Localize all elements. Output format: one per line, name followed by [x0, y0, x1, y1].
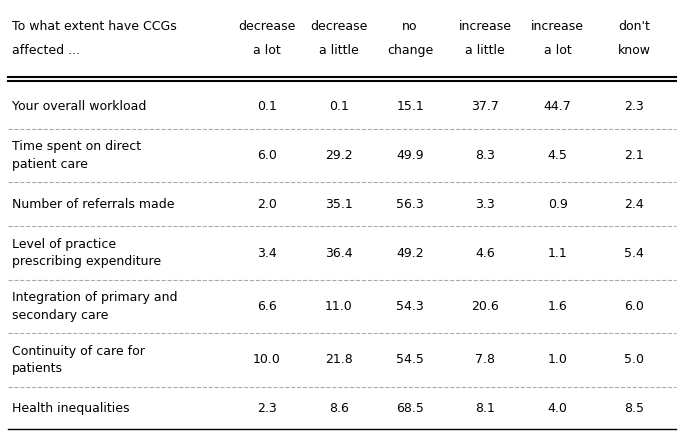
Text: 4.5: 4.5 [548, 149, 568, 162]
Text: 4.6: 4.6 [475, 247, 495, 260]
Text: 2.3: 2.3 [624, 100, 644, 113]
Text: 35.1: 35.1 [325, 198, 352, 211]
Text: secondary care: secondary care [12, 309, 108, 322]
Text: 1.6: 1.6 [548, 300, 568, 313]
Text: decrease: decrease [239, 20, 295, 33]
Text: 1.1: 1.1 [548, 247, 568, 260]
Text: increase: increase [458, 20, 512, 33]
Text: 49.9: 49.9 [396, 149, 424, 162]
Text: 8.5: 8.5 [624, 402, 644, 415]
Text: 6.0: 6.0 [624, 300, 644, 313]
Text: 2.1: 2.1 [624, 149, 644, 162]
Text: a lot: a lot [253, 45, 281, 57]
Text: 8.1: 8.1 [475, 402, 495, 415]
Text: 36.4: 36.4 [325, 247, 352, 260]
Text: 5.4: 5.4 [624, 247, 644, 260]
Text: 3.4: 3.4 [257, 247, 277, 260]
Text: a lot: a lot [544, 45, 571, 57]
Text: 56.3: 56.3 [396, 198, 424, 211]
Text: know: know [618, 45, 650, 57]
Text: a little: a little [319, 45, 358, 57]
Text: 5.0: 5.0 [624, 354, 644, 366]
Text: 10.0: 10.0 [253, 354, 281, 366]
Text: Your overall workload: Your overall workload [12, 100, 146, 113]
Text: 8.6: 8.6 [328, 402, 349, 415]
Text: 8.3: 8.3 [475, 149, 495, 162]
Text: 54.5: 54.5 [396, 354, 424, 366]
Text: 68.5: 68.5 [396, 402, 424, 415]
Text: affected ...: affected ... [12, 45, 80, 57]
Text: change: change [387, 45, 433, 57]
Text: 0.9: 0.9 [548, 198, 568, 211]
Text: 0.1: 0.1 [328, 100, 349, 113]
Text: 2.3: 2.3 [257, 402, 277, 415]
Text: patient care: patient care [12, 158, 88, 171]
Text: Integration of primary and: Integration of primary and [12, 291, 177, 304]
Text: 20.6: 20.6 [471, 300, 499, 313]
Text: Health inequalities: Health inequalities [12, 402, 129, 415]
Text: 54.3: 54.3 [396, 300, 424, 313]
Text: 11.0: 11.0 [325, 300, 352, 313]
Text: Number of referrals made: Number of referrals made [12, 198, 174, 211]
Text: 3.3: 3.3 [475, 198, 495, 211]
Text: 6.0: 6.0 [257, 149, 277, 162]
Text: 7.8: 7.8 [475, 354, 495, 366]
Text: increase: increase [531, 20, 584, 33]
Text: 4.0: 4.0 [548, 402, 568, 415]
Text: 2.4: 2.4 [624, 198, 644, 211]
Text: 44.7: 44.7 [544, 100, 571, 113]
Text: 1.0: 1.0 [548, 354, 568, 366]
Text: 6.6: 6.6 [257, 300, 277, 313]
Text: Continuity of care for: Continuity of care for [12, 345, 144, 358]
Text: 15.1: 15.1 [396, 100, 424, 113]
Text: 29.2: 29.2 [325, 149, 352, 162]
Text: patients: patients [12, 362, 63, 375]
Text: 37.7: 37.7 [471, 100, 499, 113]
Text: decrease: decrease [310, 20, 367, 33]
Text: no: no [402, 20, 418, 33]
Text: a little: a little [465, 45, 505, 57]
Text: 21.8: 21.8 [325, 354, 352, 366]
Text: 2.0: 2.0 [257, 198, 277, 211]
Text: 0.1: 0.1 [257, 100, 277, 113]
Text: don't: don't [618, 20, 650, 33]
Text: Time spent on direct: Time spent on direct [12, 140, 141, 153]
Text: Level of practice: Level of practice [12, 238, 116, 251]
Text: prescribing expenditure: prescribing expenditure [12, 255, 161, 269]
Text: 49.2: 49.2 [396, 247, 424, 260]
Text: To what extent have CCGs: To what extent have CCGs [12, 20, 176, 33]
